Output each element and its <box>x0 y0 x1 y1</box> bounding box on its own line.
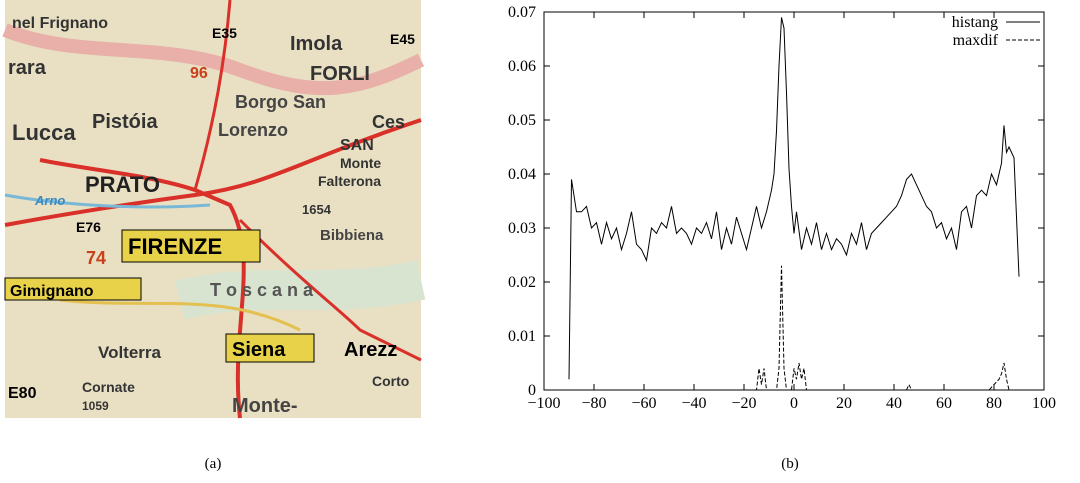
y-tick-label: 0.01 <box>508 328 536 345</box>
map-label: Arezz <box>344 339 397 361</box>
city-box <box>225 333 315 363</box>
map-label: Corto <box>372 373 409 389</box>
series-line <box>569 265 1019 391</box>
x-tick-label: 0 <box>790 395 798 412</box>
legend-label: maxdif <box>953 32 999 49</box>
map-label: Volterra <box>98 343 162 362</box>
map-label: Lucca <box>12 120 76 145</box>
y-tick-label: 0.06 <box>508 58 536 75</box>
legend-label: histang <box>952 14 998 31</box>
map-label: E80 <box>8 385 37 402</box>
relief <box>175 260 426 320</box>
road <box>193 0 232 191</box>
caption: (b) <box>781 456 799 472</box>
y-tick-label: 0.03 <box>508 220 536 237</box>
series-line <box>568 17 1020 380</box>
map-label: Imola <box>290 33 343 55</box>
map-label: Siena <box>232 339 286 361</box>
map-label: Monte- <box>232 395 298 417</box>
x-tick-label: −100 <box>527 395 560 412</box>
y-tick-label: 0.02 <box>508 274 536 291</box>
map-label: T o s c a n a <box>210 280 314 300</box>
x-tick-label: −60 <box>631 395 656 412</box>
map-label: 74 <box>86 248 106 268</box>
map-label: Monte <box>340 155 381 171</box>
x-tick-label: −20 <box>731 395 756 412</box>
road <box>238 218 422 362</box>
map-label: PRATO <box>85 172 160 197</box>
y-tick-label: 0.07 <box>508 4 536 21</box>
x-tick-label: −80 <box>581 395 606 412</box>
map-label: 1059 <box>82 399 109 413</box>
map-label: 96 <box>190 65 208 82</box>
map-label: Pistóia <box>92 111 158 133</box>
map-label: Gimignano <box>10 283 94 300</box>
plot-frame <box>543 11 1045 391</box>
map-label: Arno <box>34 193 65 208</box>
x-tick-label: 80 <box>986 395 1002 412</box>
x-tick-label: 40 <box>886 395 902 412</box>
y-tick-label: 0 <box>528 382 536 399</box>
map-label: Bibbiena <box>320 227 384 244</box>
map-label: FIRENZE <box>128 234 222 259</box>
map-label: 1654 <box>302 202 332 217</box>
map-label: E35 <box>212 25 237 41</box>
map-label: Falterona <box>318 173 381 189</box>
map-label: Borgo San <box>235 92 326 112</box>
y-tick-label: 0.04 <box>508 166 536 183</box>
map-label: nel Frignano <box>12 15 108 32</box>
map-label: Cornate <box>82 379 135 395</box>
map-label: E45 <box>390 31 415 47</box>
road <box>59 298 301 332</box>
map-label: FORLI <box>310 63 370 85</box>
map: nel Frignano E35 Imola E45 rara 96 FORLI… <box>2 0 426 419</box>
map-background <box>5 0 421 418</box>
map-label: E76 <box>76 219 101 235</box>
map-label: rara <box>8 57 47 79</box>
map-label: Lorenzo <box>218 120 288 140</box>
city-box <box>4 277 142 301</box>
river <box>4 193 211 209</box>
caption: (a) <box>205 456 222 472</box>
hatch-relief <box>2 23 425 96</box>
x-tick-label: 60 <box>936 395 952 412</box>
map-label: Ces <box>372 112 405 132</box>
y-tick-label: 0.05 <box>508 112 536 129</box>
x-tick-label: 100 <box>1032 395 1056 412</box>
x-tick-label: −40 <box>681 395 706 412</box>
city-box <box>121 229 261 263</box>
x-tick-label: 20 <box>836 395 852 412</box>
map-label: SAN <box>340 137 374 154</box>
road <box>4 118 422 227</box>
